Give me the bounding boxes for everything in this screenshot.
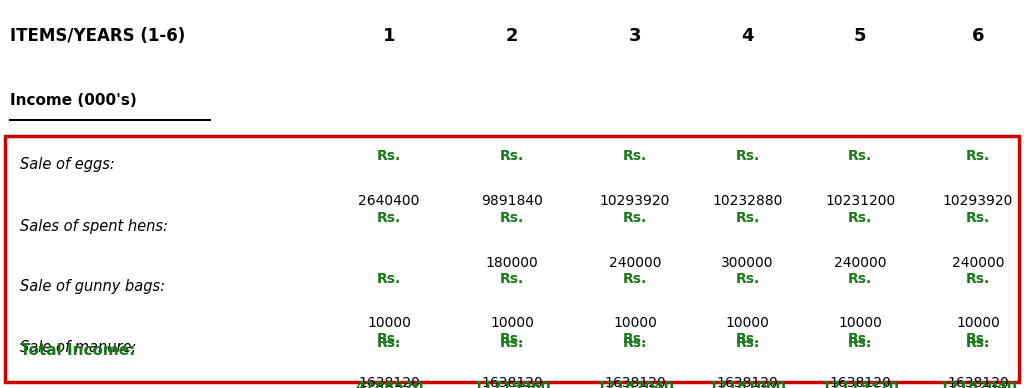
Text: 10000: 10000: [490, 316, 534, 330]
Text: Rs.: Rs.: [735, 211, 760, 225]
Text: 12181000: 12181000: [709, 380, 786, 388]
Text: 240000: 240000: [951, 256, 1005, 270]
Text: Rs.: Rs.: [377, 272, 401, 286]
Text: 10000: 10000: [839, 316, 882, 330]
Text: Sale of gunny bags:: Sale of gunny bags:: [20, 279, 166, 294]
Text: 10231200: 10231200: [825, 194, 895, 208]
Text: Rs.: Rs.: [735, 336, 760, 350]
Text: Rs.: Rs.: [966, 149, 990, 163]
Text: Rs.: Rs.: [500, 336, 524, 350]
Text: 240000: 240000: [834, 256, 887, 270]
Text: 10000: 10000: [726, 316, 769, 330]
Text: Rs.: Rs.: [377, 332, 401, 346]
Text: Rs.: Rs.: [735, 149, 760, 163]
Text: 3: 3: [629, 27, 641, 45]
Text: Rs.: Rs.: [848, 336, 872, 350]
Text: 1638120: 1638120: [481, 376, 543, 388]
Text: 9891840: 9891840: [481, 194, 543, 208]
Text: 240000: 240000: [608, 256, 662, 270]
Text: 10000: 10000: [368, 316, 411, 330]
Text: Rs.: Rs.: [966, 272, 990, 286]
Text: Rs.: Rs.: [966, 211, 990, 225]
Text: Sale of manure:: Sale of manure:: [20, 340, 137, 355]
Text: Rs.: Rs.: [377, 336, 401, 350]
Text: 4288520: 4288520: [355, 380, 423, 388]
Text: 6: 6: [972, 27, 984, 45]
Text: 10293920: 10293920: [600, 194, 670, 208]
Text: 1638120: 1638120: [717, 376, 778, 388]
Text: Rs.: Rs.: [966, 332, 990, 346]
Text: 12182040: 12182040: [939, 380, 1017, 388]
Text: Sale of eggs:: Sale of eggs:: [20, 157, 116, 172]
Text: Rs.: Rs.: [500, 272, 524, 286]
Text: 1638120: 1638120: [829, 376, 891, 388]
Text: Rs.: Rs.: [377, 211, 401, 225]
Text: Rs.: Rs.: [848, 272, 872, 286]
Text: ITEMS/YEARS (1-6): ITEMS/YEARS (1-6): [10, 27, 185, 45]
Text: 12182040: 12182040: [596, 380, 674, 388]
Text: Rs.: Rs.: [377, 149, 401, 163]
Text: Rs.: Rs.: [735, 332, 760, 346]
Text: Rs.: Rs.: [623, 332, 647, 346]
Text: 10000: 10000: [613, 316, 656, 330]
Text: Rs.: Rs.: [848, 332, 872, 346]
Text: 2640400: 2640400: [358, 194, 420, 208]
Text: Rs.: Rs.: [735, 272, 760, 286]
Text: 5: 5: [854, 27, 866, 45]
Text: Sales of spent hens:: Sales of spent hens:: [20, 219, 168, 234]
Text: Rs.: Rs.: [500, 149, 524, 163]
Text: 1638120: 1638120: [604, 376, 666, 388]
Text: Rs.: Rs.: [623, 272, 647, 286]
Text: Rs.: Rs.: [848, 211, 872, 225]
Text: Rs.: Rs.: [623, 211, 647, 225]
Text: Rs.: Rs.: [500, 211, 524, 225]
Text: 180000: 180000: [485, 256, 539, 270]
Text: 1638120: 1638120: [947, 376, 1009, 388]
Text: Rs.: Rs.: [623, 336, 647, 350]
Text: Income (000's): Income (000's): [10, 93, 137, 108]
Text: 11719960: 11719960: [473, 380, 551, 388]
Text: Total Income:: Total Income:: [20, 343, 136, 359]
Text: 1638120: 1638120: [358, 376, 420, 388]
Text: 10000: 10000: [956, 316, 999, 330]
Text: 10293920: 10293920: [943, 194, 1013, 208]
Text: 1: 1: [383, 27, 395, 45]
Text: Rs.: Rs.: [966, 336, 990, 350]
Text: 12119320: 12119320: [821, 380, 899, 388]
Text: Rs.: Rs.: [500, 332, 524, 346]
Text: Rs.: Rs.: [848, 149, 872, 163]
FancyBboxPatch shape: [5, 136, 1019, 382]
Text: 10232880: 10232880: [713, 194, 782, 208]
Text: 300000: 300000: [721, 256, 774, 270]
Text: 2: 2: [506, 27, 518, 45]
Text: 4: 4: [741, 27, 754, 45]
Text: Rs.: Rs.: [623, 149, 647, 163]
